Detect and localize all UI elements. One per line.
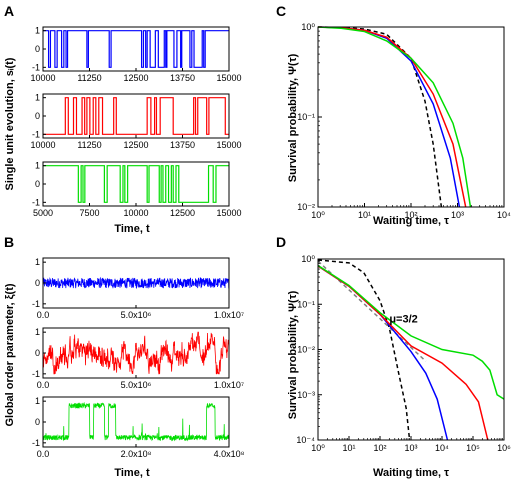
panel-b-1-series-line (42, 276, 230, 290)
panel-c-ytick-label: 10⁰ (301, 22, 315, 32)
panel-b-2-ytick-label: 0 (35, 348, 40, 358)
panel-b-3-ytick-label: 1 (35, 396, 40, 406)
panel-d-ytick-label: 10⁰ (301, 254, 315, 264)
panel-c-ylabel: Survival probability, Ψ(τ) (287, 53, 299, 182)
panel-a-2-xtick-label: 10000 (30, 140, 55, 150)
panel-c-xlabel: Waiting time, τ (373, 215, 449, 227)
panel-b-1-xtick-label: 0.0 (37, 310, 50, 320)
panel-d-xtick-label: 10¹ (342, 443, 355, 453)
panel-a-3-ytick-label: -1 (32, 197, 40, 207)
panel-d-series-2-line (317, 259, 411, 441)
panel-d-series-5-line (317, 264, 505, 400)
panel-a-xlabel: Time, t (114, 223, 150, 235)
panel-b-3-xtick-label: 0.0 (37, 449, 50, 459)
panel-a-1-frame (42, 26, 230, 72)
panel-c-series-1-line (317, 26, 443, 208)
panel-label-b: B (4, 234, 14, 250)
panel-b-1-ytick-label: 1 (35, 257, 40, 267)
panel-c-xtick-label: 10⁰ (311, 210, 325, 220)
panel-d-ytick-label: 10⁻¹ (297, 299, 315, 309)
panel-a-2-xtick-label: 13750 (170, 140, 195, 150)
panel-a-1-xtick-label: 13750 (170, 73, 195, 83)
panel-c-frame (317, 26, 505, 208)
panel-a-2-ytick-label: -1 (32, 129, 40, 139)
panel-b-1-ytick-label: -1 (32, 299, 40, 309)
panel-d-xtick-label: 10² (373, 443, 386, 453)
panel-a-1-ytick-label: 0 (35, 44, 40, 54)
panel-a-3-xtick-label: 5000 (33, 208, 53, 218)
panel-d-xlabel: Waiting time, τ (373, 467, 449, 479)
panel-a-3-xtick-label: 15000 (216, 208, 241, 218)
panel-a-2-frame (42, 93, 230, 139)
panel-d-xtick-label: 10⁶ (497, 443, 511, 453)
panel-a-3-xtick-label: 12500 (170, 208, 195, 218)
panel-b-xlabel: Time, t (114, 467, 150, 479)
panel-d-ytick-label: 10⁻³ (297, 390, 315, 400)
panel-b-1-xtick-label: 5.0x10⁶ (121, 310, 152, 320)
panel-a-2-xtick-label: 12500 (123, 140, 148, 150)
panel-a-1-series-line (43, 30, 229, 68)
panel-b-2-ytick-label: -1 (32, 369, 40, 379)
panel-c-xtick-label: 10¹ (358, 210, 371, 220)
panel-a-3-series-line (43, 165, 229, 203)
panel-b-3-xtick-label: 2.0x10⁸ (121, 449, 152, 459)
panel-c-plot-area (317, 26, 472, 208)
panel-a-1-ytick-label: 1 (35, 26, 40, 36)
panel-a-1-xtick-label: 12500 (123, 73, 148, 83)
panel-c-ytick-label: 10⁻² (297, 202, 315, 212)
panel-a-3-frame (42, 161, 230, 207)
panel-c-xtick-label: 10³ (451, 210, 464, 220)
panel-b-2-series-line (42, 331, 230, 375)
panel-a-3-ytick-label: 1 (35, 161, 40, 171)
panel-c-ytick-label: 10⁻¹ (297, 112, 315, 122)
panel-b-2-xtick-label: 1.0x10⁷ (214, 380, 244, 390)
panel-a-1-xtick-label: 10000 (30, 73, 55, 83)
panel-c-series-3-line (317, 26, 467, 208)
panel-c-xtick-label: 10⁴ (497, 210, 511, 220)
panel-c-xtick-label: 10² (404, 210, 417, 220)
panel-d-xtick-label: 10⁵ (466, 443, 480, 453)
panel-b-3-series-line (42, 401, 230, 442)
panel-a-2-xtick-label: 11250 (77, 140, 101, 150)
panel-d-xtick-label: 10⁴ (435, 443, 449, 453)
panel-d-plot-area (317, 259, 505, 441)
panel-b-1-ytick-label: 0 (35, 278, 40, 288)
panel-d-ylabel: Survival probability, Ψ(τ) (287, 290, 299, 419)
panel-b-3-ytick-label: 0 (35, 417, 40, 427)
panel-a-2-xtick-label: 15000 (216, 140, 241, 150)
panel-a-3-xtick-label: 7500 (79, 208, 99, 218)
panel-c-series-2-line (317, 26, 461, 208)
panel-b-2-xtick-label: 5.0x10⁶ (121, 380, 152, 390)
panel-b-ylabel: Global order parameter, ξ(t) (4, 283, 16, 426)
panel-a-2-ytick-label: 0 (35, 111, 40, 121)
panel-c-series-4-line (317, 26, 472, 208)
panel-d-ytick-label: 10⁻² (297, 345, 315, 355)
panel-label-c: C (276, 3, 286, 19)
panel-a-3-xtick-label: 10000 (123, 208, 148, 218)
panel-label-d: D (276, 234, 286, 250)
panel-d-ytick-label: 10⁻⁴ (296, 435, 315, 445)
panel-label-a: A (4, 3, 14, 19)
panel-b-3-ytick-label: -1 (32, 438, 40, 448)
panel-a-2-ytick-label: 1 (35, 93, 40, 103)
panel-b-2-xtick-label: 0.0 (37, 380, 50, 390)
panel-a-1-ytick-label: -1 (32, 62, 40, 72)
panel-b-3-xtick-label: 4.0x10⁸ (214, 449, 245, 459)
panel-d-xtick-label: 10⁰ (311, 443, 325, 453)
panel-d-annotation: μ=3/2 (389, 313, 417, 325)
panel-b-2-ytick-label: 1 (35, 327, 40, 337)
panel-b-3-frame (42, 396, 230, 448)
panel-b-1-xtick-label: 1.0x10⁷ (214, 310, 244, 320)
panel-d-series-3-line (317, 265, 449, 441)
panel-a-2-series-line (43, 97, 229, 135)
panel-a-3-ytick-label: 0 (35, 179, 40, 189)
panel-a-ylabel: Single unit evolution, sᵢ(t) (4, 57, 16, 190)
panel-a-1-xtick-label: 11250 (77, 73, 101, 83)
panel-d-xtick-label: 10³ (404, 443, 417, 453)
panel-a-1-xtick-label: 15000 (216, 73, 241, 83)
